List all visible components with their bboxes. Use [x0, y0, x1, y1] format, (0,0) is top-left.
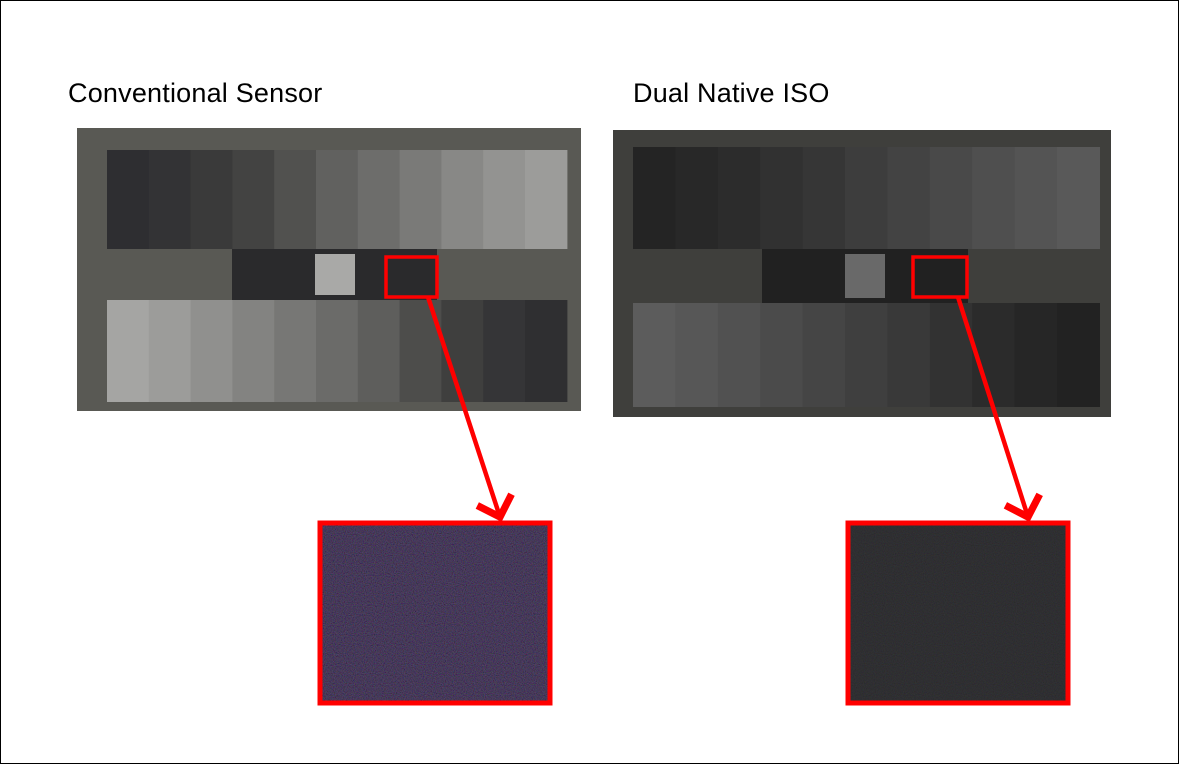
- dual-iso-top-patch: [972, 147, 1016, 249]
- conventional-top-patch: [357, 150, 401, 249]
- dual-iso-zoom-arrow: [955, 296, 1043, 522]
- dual-native-iso-title: Dual Native ISO: [633, 78, 830, 108]
- dual-iso-bottom-patch: [802, 303, 846, 407]
- conventional-middle-light-patch: [315, 254, 355, 295]
- dual-iso-top-patch: [929, 147, 973, 249]
- dual-iso-bottom-patch: [633, 303, 676, 407]
- dual-iso-highlight-box: [911, 255, 969, 299]
- conventional-bottom-patch: [316, 300, 359, 402]
- dual-iso-bottom-patch: [887, 303, 931, 407]
- dual-iso-bottom-patch: [1057, 303, 1100, 407]
- dual-iso-zoom-border: [845, 520, 1071, 706]
- dual-iso-middle-light-patch: [845, 254, 885, 298]
- conventional-top-patch: [525, 150, 568, 249]
- conventional-zoom-noise: [320, 523, 550, 703]
- conventional-top-patch: [399, 150, 442, 249]
- conventional-top-patch: [148, 150, 192, 249]
- dual-iso-bottom-patch: [845, 303, 888, 407]
- conventional-top-patch: [483, 150, 526, 249]
- conventional-sensor-title: Conventional Sensor: [68, 78, 323, 108]
- conventional-zoom-border: [317, 520, 553, 706]
- dual-iso-bottom-patch: [717, 303, 761, 407]
- conventional-bottom-patch: [483, 300, 526, 402]
- conventional-bottom-patch: [190, 300, 233, 402]
- conventional-top-patch: [274, 150, 317, 249]
- dual-iso-top-patch: [1057, 147, 1100, 249]
- conventional-top-patch: [316, 150, 359, 249]
- conventional-bottom-patch: [107, 300, 150, 402]
- conventional-top-patch: [441, 150, 484, 249]
- conventional-bottom-patch: [357, 300, 401, 402]
- conventional-highlight-box: [384, 255, 439, 299]
- conventional-top-patch: [190, 150, 233, 249]
- conventional-bottom-patch: [274, 300, 317, 402]
- conventional-top-patch: [232, 150, 275, 249]
- conventional-top-patch: [107, 150, 150, 249]
- conventional-bottom-patch: [525, 300, 568, 402]
- dual-iso-top-patch: [717, 147, 761, 249]
- dual-iso-top-patch: [845, 147, 888, 249]
- dual-iso-top-patch: [887, 147, 931, 249]
- conventional-bottom-patch: [148, 300, 192, 402]
- dual-iso-bottom-patch: [760, 303, 804, 407]
- dual-iso-bottom-patch: [1014, 303, 1058, 407]
- dual-iso-top-patch: [760, 147, 804, 249]
- dual-iso-zoom-noise: [848, 523, 1068, 703]
- conventional-bottom-patch: [441, 300, 484, 402]
- dual-iso-bottom-patch: [972, 303, 1016, 407]
- dual-iso-top-patch: [1014, 147, 1058, 249]
- dual-iso-top-patch: [802, 147, 846, 249]
- conventional-bottom-patch: [232, 300, 275, 402]
- conventional-zoom-arrow: [425, 296, 515, 522]
- dual-iso-top-patch: [675, 147, 719, 249]
- dual-iso-bottom-patch: [675, 303, 719, 407]
- dual-iso-top-patch: [633, 147, 676, 249]
